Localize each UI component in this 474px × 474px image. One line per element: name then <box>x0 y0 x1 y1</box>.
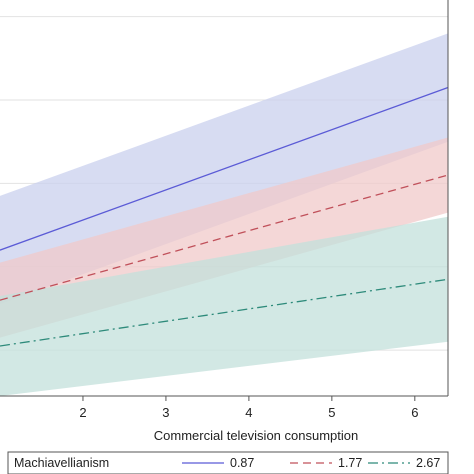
x-axis: 2 3 4 5 6 <box>0 0 449 420</box>
ci-band-3 <box>0 216 448 396</box>
legend-title: Machiavellianism <box>14 456 109 470</box>
x-tick-label: 4 <box>245 405 252 420</box>
legend-box <box>7 451 449 474</box>
x-axis-label: Commercial television consumption <box>154 428 358 443</box>
legend-entries: 0.87 1.77 2.67 <box>182 456 440 470</box>
legend-entry-3: 2.67 <box>416 456 440 470</box>
x-tick-label: 2 <box>79 405 86 420</box>
series-line-1 <box>0 86 449 251</box>
legend: Machiavellianism 0.87 1.77 2.67 <box>7 451 449 474</box>
series-lines <box>0 86 449 347</box>
legend-entry-2: 1.77 <box>338 456 362 470</box>
legend-entry-1: 0.87 <box>230 456 254 470</box>
series-line-3 <box>0 278 449 347</box>
x-tick-label: 5 <box>328 405 335 420</box>
x-tick-label: 6 <box>411 405 418 420</box>
x-tick-label: 3 <box>162 405 169 420</box>
